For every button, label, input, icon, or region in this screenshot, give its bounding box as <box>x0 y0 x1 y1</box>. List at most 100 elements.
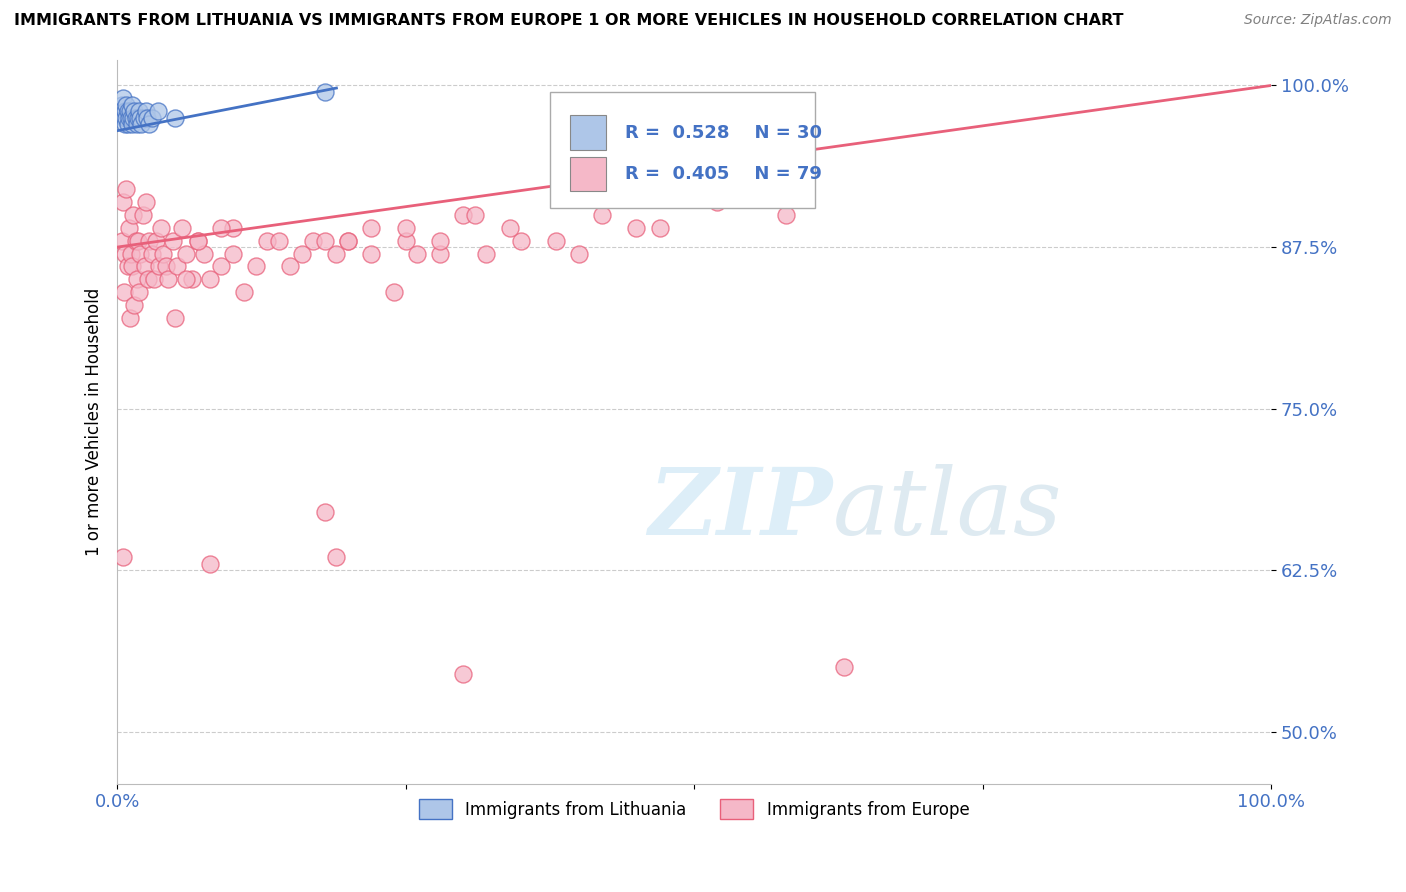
Point <box>510 234 533 248</box>
Point <box>117 104 139 119</box>
Point <box>544 234 567 248</box>
Point <box>382 285 405 300</box>
Point <box>706 194 728 209</box>
Point <box>124 104 146 119</box>
Text: atlas: atlas <box>832 464 1062 554</box>
Point <box>127 111 149 125</box>
Point <box>143 272 166 286</box>
Point <box>221 220 243 235</box>
Point <box>163 111 186 125</box>
Point <box>233 285 256 300</box>
Point <box>256 234 278 248</box>
Point <box>131 208 153 222</box>
Point <box>278 260 301 274</box>
Point <box>141 111 163 125</box>
Point <box>111 91 134 105</box>
Point <box>138 234 160 248</box>
Point <box>152 246 174 260</box>
Point <box>163 311 186 326</box>
Point <box>176 272 198 286</box>
FancyBboxPatch shape <box>550 92 815 208</box>
Point <box>775 208 797 222</box>
Point <box>464 208 486 222</box>
Point <box>125 117 148 131</box>
Point <box>170 220 193 235</box>
Point <box>145 234 167 248</box>
Point <box>112 285 135 300</box>
Point <box>120 111 142 125</box>
Point <box>111 234 134 248</box>
Point <box>117 117 139 131</box>
Point <box>135 104 157 119</box>
Point <box>648 220 671 235</box>
Point <box>325 550 347 565</box>
Point <box>114 117 136 131</box>
Point <box>193 246 215 260</box>
Point <box>125 272 148 286</box>
Point <box>156 272 179 286</box>
Point <box>146 104 169 119</box>
Point <box>453 208 475 222</box>
Point <box>117 260 139 274</box>
Point <box>395 220 418 235</box>
Point <box>360 220 382 235</box>
Point <box>127 234 149 248</box>
Point <box>118 220 141 235</box>
Point <box>114 246 136 260</box>
Legend: Immigrants from Lithuania, Immigrants from Europe: Immigrants from Lithuania, Immigrants fr… <box>412 792 976 826</box>
Point <box>128 285 150 300</box>
Point <box>118 311 141 326</box>
Point <box>135 194 157 209</box>
Point <box>453 666 475 681</box>
Point <box>406 246 429 260</box>
Point <box>128 104 150 119</box>
Point <box>166 260 188 274</box>
Point <box>121 98 143 112</box>
Point <box>325 246 347 260</box>
FancyBboxPatch shape <box>569 157 606 192</box>
Point <box>122 111 145 125</box>
Point <box>221 246 243 260</box>
Point <box>131 117 153 131</box>
Point <box>121 260 143 274</box>
Point <box>291 246 314 260</box>
Point <box>336 234 359 248</box>
Point <box>114 104 136 119</box>
Text: Source: ZipAtlas.com: Source: ZipAtlas.com <box>1244 13 1392 28</box>
Point <box>475 246 498 260</box>
Point <box>314 85 336 99</box>
FancyBboxPatch shape <box>569 115 606 150</box>
Text: IMMIGRANTS FROM LITHUANIA VS IMMIGRANTS FROM EUROPE 1 OR MORE VEHICLES IN HOUSEH: IMMIGRANTS FROM LITHUANIA VS IMMIGRANTS … <box>14 13 1123 29</box>
Point <box>198 557 221 571</box>
Y-axis label: 1 or more Vehicles in Household: 1 or more Vehicles in Household <box>86 287 103 556</box>
Point <box>129 246 152 260</box>
Point <box>209 260 232 274</box>
Point <box>360 246 382 260</box>
Point <box>150 220 173 235</box>
Point <box>115 98 138 112</box>
Point <box>134 260 156 274</box>
Point <box>138 272 160 286</box>
Point <box>132 111 155 125</box>
Point <box>176 246 198 260</box>
Point <box>112 111 135 125</box>
Text: R =  0.528    N = 30: R = 0.528 N = 30 <box>624 124 823 142</box>
Point <box>314 505 336 519</box>
Point <box>336 234 359 248</box>
Point <box>122 208 145 222</box>
Point <box>124 234 146 248</box>
Point <box>314 234 336 248</box>
Point <box>429 234 451 248</box>
Point <box>121 117 143 131</box>
Text: ZIP: ZIP <box>648 464 832 554</box>
Point <box>136 111 159 125</box>
Point <box>124 298 146 312</box>
Point <box>129 111 152 125</box>
Point <box>187 234 209 248</box>
Point <box>148 260 170 274</box>
Point <box>198 272 221 286</box>
Point <box>181 272 204 286</box>
Point <box>111 194 134 209</box>
Point <box>115 182 138 196</box>
Point <box>267 234 290 248</box>
